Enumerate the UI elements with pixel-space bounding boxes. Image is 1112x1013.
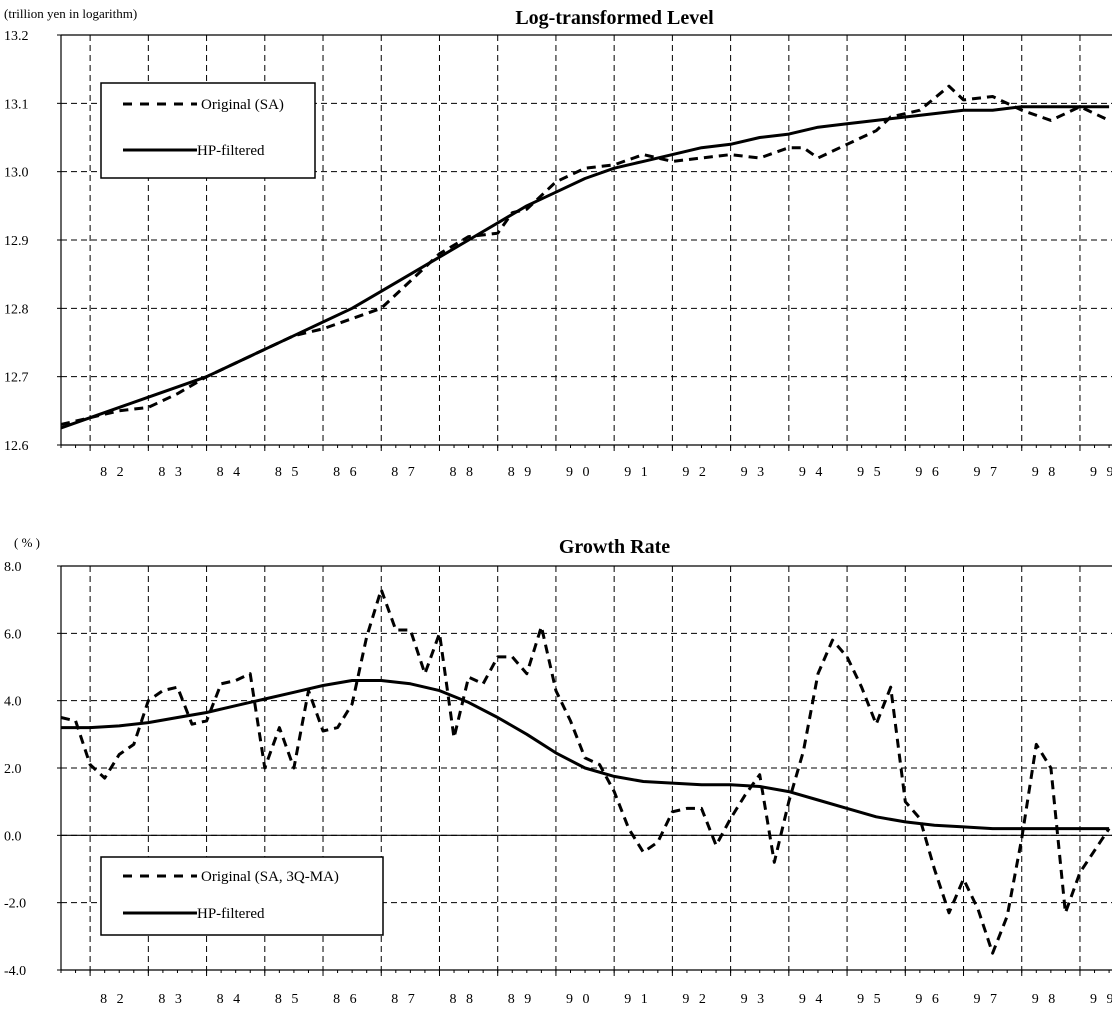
x-tick-label: 8 2 [100,992,127,1007]
y-tick-label: 12.8 [4,302,29,317]
x-tick-label: 9 8 [1032,992,1059,1007]
x-tick-label: 8 3 [158,465,185,480]
x-tick-label: 9 8 [1032,465,1059,480]
x-tick-label: 9 7 [974,465,1001,480]
x-tick-label: 9 4 [799,465,826,480]
x-tick-label: 8 4 [217,992,244,1007]
x-tick-label: 9 6 [915,465,942,480]
chart-title: Growth Rate [559,536,670,558]
legend-label-1: Original (SA, 3Q-MA) [201,869,339,885]
x-tick-label: 9 0 [566,992,593,1007]
x-tick-label: 8 6 [333,992,360,1007]
y-tick-label: 6.0 [4,627,22,642]
y-axis-label: (trillion yen in logarithm) [4,6,137,21]
y-tick-label: 13.0 [4,166,29,181]
y-tick-label: 12.9 [4,234,29,249]
legend-label-2: HP-filtered [197,906,265,922]
x-tick-label: 8 7 [391,465,418,480]
chart-title: Log-transformed Level [515,7,714,29]
x-tick-label: 8 4 [217,465,244,480]
x-tick-label: 9 9 [1090,992,1112,1007]
y-tick-label: 13.1 [4,97,29,112]
x-tick-label: 8 8 [450,465,477,480]
x-tick-label: 9 4 [799,992,826,1007]
series-line-hp-filtered [61,679,1110,831]
y-tick-label: 12.7 [4,371,29,386]
series-line-hp-filtered [60,105,1110,430]
y-tick-label: 0.0 [4,829,22,844]
x-tick-label: 9 9 [1090,465,1112,480]
legend-label-1: Original (SA) [201,97,284,113]
x-tick-label: 9 2 [682,992,709,1007]
series-line-original [60,588,1111,955]
legend-box [100,856,384,936]
x-tick-label: 9 3 [741,992,768,1007]
x-tick-label: 8 5 [275,992,302,1007]
x-tick-label: 8 9 [508,465,535,480]
x-tick-label: 8 3 [158,992,185,1007]
y-axis-label: ( % ) [14,535,40,550]
chart-panel-1: Log-transformed Level (trillion yen in lo… [4,6,1112,480]
y-tick-label: 8.0 [4,560,22,575]
x-tick-label: 9 2 [682,465,709,480]
y-tick-label: 4.0 [4,695,22,710]
y-tick-label: 13.2 [4,29,29,44]
x-tick-label: 8 9 [508,992,535,1007]
y-tick-label: 2.0 [4,762,22,777]
x-tick-label: 8 8 [450,992,477,1007]
legend: Original (SA, 3Q-MA) HP-filtered [100,856,384,936]
x-tick-label: 9 5 [857,992,884,1007]
legend-label-2: HP-filtered [197,143,265,159]
legend: Original (SA) HP-filtered [100,82,316,179]
y-tick-label: -4.0 [4,964,26,979]
x-tick-label: 8 7 [391,992,418,1007]
y-tick-label: 12.6 [4,439,29,454]
x-tick-label: 9 1 [624,992,651,1007]
chart-panel-2: Growth Rate ( % ) -4.0 -2.0 0.0 2.0 4.0 6.0 8.0 8… [4,535,1112,1007]
x-tick-label: 9 0 [566,465,593,480]
x-tick-label: 9 7 [974,992,1001,1007]
x-tick-label: 9 5 [857,465,884,480]
legend-box [100,82,316,179]
x-tick-label: 8 5 [275,465,302,480]
x-tick-label: 8 2 [100,465,127,480]
x-tick-label: 9 1 [624,465,651,480]
x-tick-label: 8 6 [333,465,360,480]
x-tick-label: 9 3 [741,465,768,480]
y-tick-label: -2.0 [4,897,26,912]
x-tick-label: 9 6 [915,992,942,1007]
